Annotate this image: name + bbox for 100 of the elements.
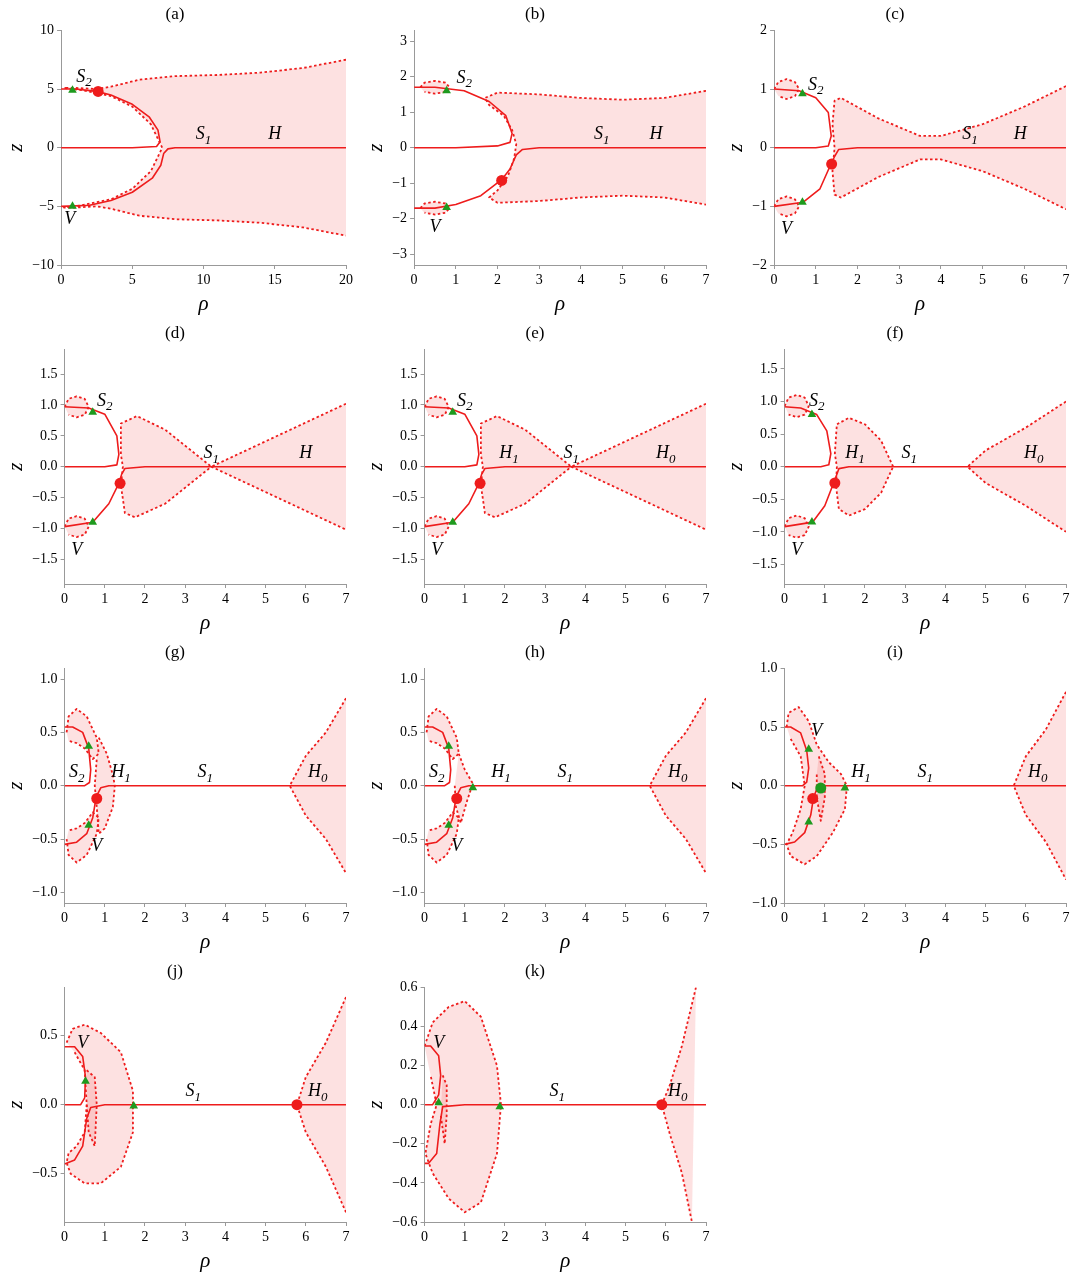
x-tick-label: 1 bbox=[101, 591, 109, 607]
point bbox=[91, 793, 103, 804]
chart-title: (g) bbox=[165, 641, 185, 661]
x-axis-title: ρ bbox=[559, 609, 571, 634]
y-axis-title: z bbox=[3, 143, 28, 153]
y-axis-title: z bbox=[723, 143, 748, 153]
x-axis-title: ρ bbox=[919, 609, 931, 634]
y-tick-label: 1.0 bbox=[760, 393, 778, 409]
x-tick-label: 7 bbox=[1062, 910, 1070, 926]
x-tick-label: 4 bbox=[941, 591, 949, 607]
x-tick-label: 20 bbox=[339, 272, 353, 288]
x-tick-label: 4 bbox=[221, 1229, 229, 1245]
y-tick-label: 0.5 bbox=[40, 724, 58, 740]
y-tick-label: −1.0 bbox=[752, 523, 778, 539]
x-tick-label: 2 bbox=[141, 591, 149, 607]
y-tick-label: 10 bbox=[40, 22, 55, 38]
x-tick-label: 5 bbox=[622, 591, 630, 607]
x-axis-title: ρ bbox=[554, 290, 566, 315]
y-tick-label: 0.0 bbox=[400, 777, 418, 793]
x-tick-label: 3 bbox=[895, 272, 903, 288]
x-tick-label: 4 bbox=[221, 591, 229, 607]
point bbox=[826, 158, 838, 170]
x-tick-label: 2 bbox=[861, 591, 869, 607]
point bbox=[807, 409, 817, 418]
y-tick-label: −2 bbox=[752, 256, 768, 272]
point bbox=[829, 477, 841, 489]
x-tick-label: 15 bbox=[267, 272, 282, 288]
chart-title: (k) bbox=[525, 960, 545, 980]
x-tick-label: 0 bbox=[421, 910, 429, 926]
x-tick-label: 7 bbox=[702, 272, 710, 288]
x-tick-label: 2 bbox=[494, 272, 501, 288]
y-tick-label: 2 bbox=[400, 68, 408, 84]
annotation: V bbox=[71, 538, 85, 559]
x-tick-label: 0 bbox=[61, 1229, 69, 1245]
x-tick-label: 0 bbox=[421, 591, 429, 607]
x-tick-label: 3 bbox=[541, 591, 549, 607]
y-tick-label: −1.5 bbox=[392, 550, 418, 566]
y-tick-label: −5 bbox=[39, 198, 55, 214]
x-tick-label: 0 bbox=[781, 910, 789, 926]
point bbox=[88, 407, 98, 415]
point bbox=[114, 477, 126, 489]
x-tick-label: 2 bbox=[141, 1229, 149, 1245]
y-tick-label: 0.0 bbox=[400, 458, 418, 474]
y-tick-label: −1.0 bbox=[32, 884, 58, 900]
annotation: V bbox=[811, 720, 825, 741]
point bbox=[92, 85, 104, 97]
x-tick-label: 7 bbox=[1062, 591, 1070, 607]
x-tick-label: 6 bbox=[660, 272, 668, 288]
point bbox=[798, 88, 807, 97]
point bbox=[442, 85, 451, 94]
y-tick-label: −0.5 bbox=[32, 1165, 58, 1181]
x-tick-label: 0 bbox=[421, 1229, 429, 1245]
x-tick-label: 0 bbox=[781, 591, 789, 607]
x-tick-label: 6 bbox=[662, 910, 670, 926]
point bbox=[451, 793, 463, 804]
chart-title: (h) bbox=[525, 641, 545, 661]
x-tick-label: 4 bbox=[581, 591, 589, 607]
point bbox=[129, 1101, 139, 1109]
x-tick-label: 5 bbox=[982, 591, 990, 607]
annotation: V bbox=[431, 538, 445, 559]
x-tick-label: 3 bbox=[541, 1229, 549, 1245]
y-tick-label: 1.0 bbox=[400, 670, 418, 686]
point bbox=[448, 517, 458, 525]
x-tick-label: 6 bbox=[1020, 272, 1028, 288]
x-tick-label: 4 bbox=[937, 272, 945, 288]
x-tick-label: 7 bbox=[342, 1229, 350, 1245]
x-tick-label: 0 bbox=[61, 591, 69, 607]
x-tick-label: 5 bbox=[622, 910, 630, 926]
annotation: H bbox=[1012, 123, 1028, 144]
annotation: V bbox=[433, 1031, 447, 1052]
x-tick-label: 2 bbox=[861, 910, 869, 926]
point bbox=[815, 782, 827, 794]
annotation: V bbox=[77, 1032, 91, 1053]
x-tick-label: 3 bbox=[541, 910, 549, 926]
y-tick-label: −1.0 bbox=[392, 520, 418, 536]
chart-title: (f) bbox=[886, 322, 904, 342]
x-axis-title: ρ bbox=[199, 1247, 211, 1272]
x-tick-label: 6 bbox=[662, 1229, 670, 1245]
y-tick-label: 1.5 bbox=[400, 365, 418, 381]
y-tick-label: 0.5 bbox=[400, 724, 418, 740]
x-tick-label: 4 bbox=[581, 910, 589, 926]
x-tick-label: 2 bbox=[854, 272, 861, 288]
y-tick-label: 1 bbox=[760, 80, 768, 96]
x-tick-label: 7 bbox=[342, 910, 350, 926]
chart-title: (e) bbox=[525, 322, 545, 342]
annotation: V bbox=[64, 207, 78, 228]
y-tick-label: 0.2 bbox=[400, 1057, 418, 1073]
chart-title: (i) bbox=[886, 641, 904, 661]
point bbox=[798, 197, 807, 205]
y-tick-label: 0.4 bbox=[400, 1018, 418, 1034]
annotation: V bbox=[91, 835, 105, 856]
y-tick-label: −0.2 bbox=[392, 1135, 418, 1151]
x-tick-label: 7 bbox=[342, 591, 350, 607]
y-tick-label: 0.5 bbox=[400, 427, 418, 443]
point bbox=[804, 817, 814, 825]
point bbox=[88, 517, 98, 525]
y-tick-label: −10 bbox=[32, 256, 55, 272]
x-tick-label: 7 bbox=[702, 1229, 710, 1245]
y-axis-title: z bbox=[723, 781, 748, 791]
x-axis-title: ρ bbox=[919, 928, 931, 953]
